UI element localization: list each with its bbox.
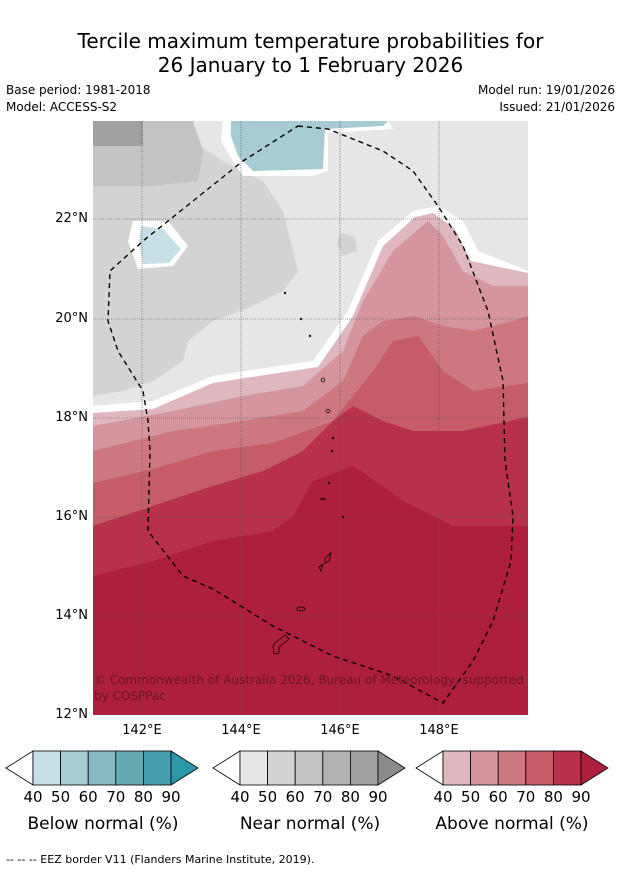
lat-label-16n: 16°N [55,509,88,524]
above-normal-max-arrow [580,750,609,786]
model-run: Model run: 19/01/2026 [477,83,615,97]
lon-label-144e: 144°E [221,723,261,738]
near-normal-max-arrow [377,750,406,786]
near-normal-80-region [93,121,143,146]
base-period: Base period: 1981-2018 [6,83,151,97]
above-normal-swatch-70 [525,750,554,786]
map-title-line2: 26 January to 1 February 2026 [157,53,464,77]
lat-label-18n: 18°N [55,410,88,425]
colorbar-near-normal [212,750,406,786]
lat-label-14n: 14°N [55,608,88,623]
below-normal-tick-60: 60 [78,788,98,806]
above-normal-tick-40: 40 [433,788,453,806]
above-normal-swatch-60 [497,750,527,786]
model-name: Model: ACCESS-S2 [6,100,118,114]
colorbar-title-near-normal: Near normal (%) [239,814,381,834]
near-normal-50-islet [337,233,357,256]
near-normal-swatch-50 [267,750,296,786]
below-normal-tick-50: 50 [51,788,71,806]
below-normal-tick-40: 40 [23,788,43,806]
colorbar-above-normal [415,750,609,786]
near-normal-tick-50: 50 [258,788,278,806]
map-gridlines [93,121,528,715]
below-normal-swatch-60 [87,750,117,786]
above-normal-tick-60: 60 [488,788,508,806]
colorbar-title-below-normal: Below normal (%) [27,814,179,834]
map-title-line1: Tercile maximum temperature probabilitie… [77,29,544,53]
issued-date: Issued: 21/01/2026 [499,100,615,114]
below-normal-max-arrow [170,750,199,786]
lat-label-22n: 22°N [55,211,88,226]
lon-label-148e: 148°E [419,723,459,738]
near-normal-tick-40: 40 [230,788,250,806]
copyright-line2: by COSPPac [94,689,166,703]
lon-label-142e: 142°E [122,723,162,738]
near-normal-tick-60: 60 [285,788,305,806]
below-normal-swatch-50 [60,750,89,786]
above-normal-swatch-50 [470,750,499,786]
above-normal-swatch-40 [442,750,472,786]
below-normal-swatch-70 [115,750,144,786]
lat-label-12n: 12°N [55,707,88,722]
eez-border [107,125,514,704]
lat-label-20n: 20°N [55,311,88,326]
below-normal-tick-80: 80 [133,788,153,806]
above-normal-swatch-80 [552,750,582,786]
near-normal-tick-90: 90 [368,788,388,806]
above-normal-tick-90: 90 [571,788,591,806]
near-normal-swatch-60 [294,750,324,786]
below-normal-tick-90: 90 [161,788,181,806]
below-normal-40-patch [139,226,181,264]
colorbar-below-normal [5,750,199,786]
near-normal-tick-80: 80 [340,788,360,806]
eez-footer-note: -- -- -- EEZ border V11 (Flanders Marine… [6,853,315,866]
below-normal-swatch-80 [142,750,172,786]
above-normal-90-region [93,466,528,715]
copyright-line1: © Commonwealth of Australia 2026, Bureau… [94,673,524,687]
near-normal-swatch-80 [349,750,379,786]
lon-label-146e: 146°E [320,723,360,738]
near-normal-swatch-40 [239,750,269,786]
near-normal-tick-70: 70 [313,788,333,806]
islands [272,291,345,655]
colorbar-title-above-normal: Above normal (%) [435,814,589,834]
near-normal-swatch-70 [322,750,351,786]
below-normal-50-region [231,121,388,171]
below-normal-swatch-40 [32,750,62,786]
above-normal-tick-80: 80 [543,788,563,806]
above-normal-tick-70: 70 [516,788,536,806]
below-normal-tick-70: 70 [106,788,126,806]
near-normal-50-region [93,141,298,396]
probability-map[interactable]: © Commonwealth of Australia 2026, Bureau… [93,121,528,715]
above-normal-tick-50: 50 [461,788,481,806]
